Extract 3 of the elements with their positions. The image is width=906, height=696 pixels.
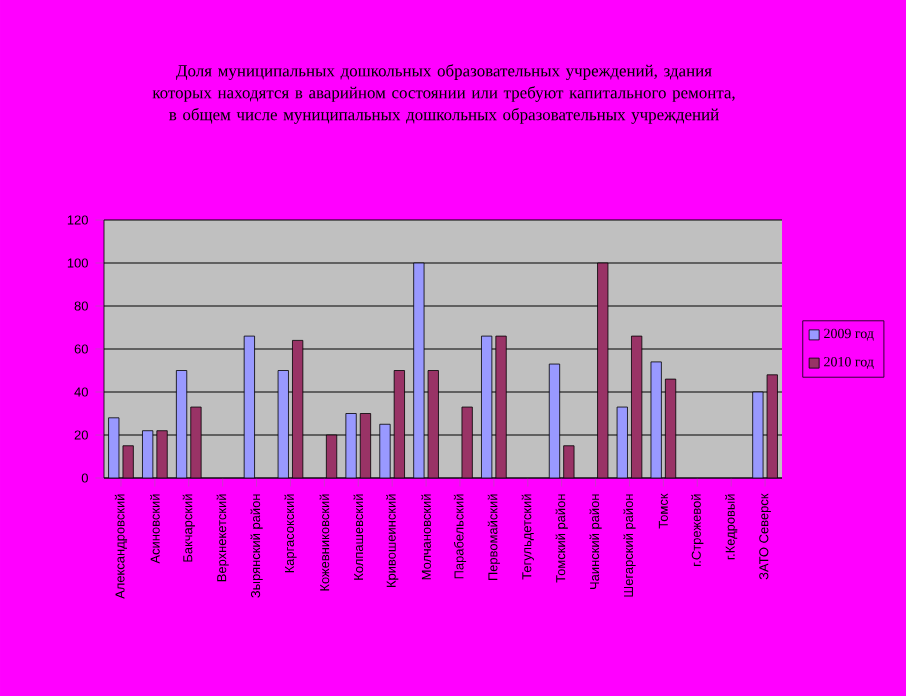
bar xyxy=(379,423,391,478)
chart-title: Доля муниципальных дошкольных образовательных учреждений, здания которых находятся в аварийном состоянии или требуют капитального ремонта, в общем числе муниципальных дошкольных образовательных учреждений xyxy=(152,64,735,124)
bar xyxy=(190,406,202,478)
